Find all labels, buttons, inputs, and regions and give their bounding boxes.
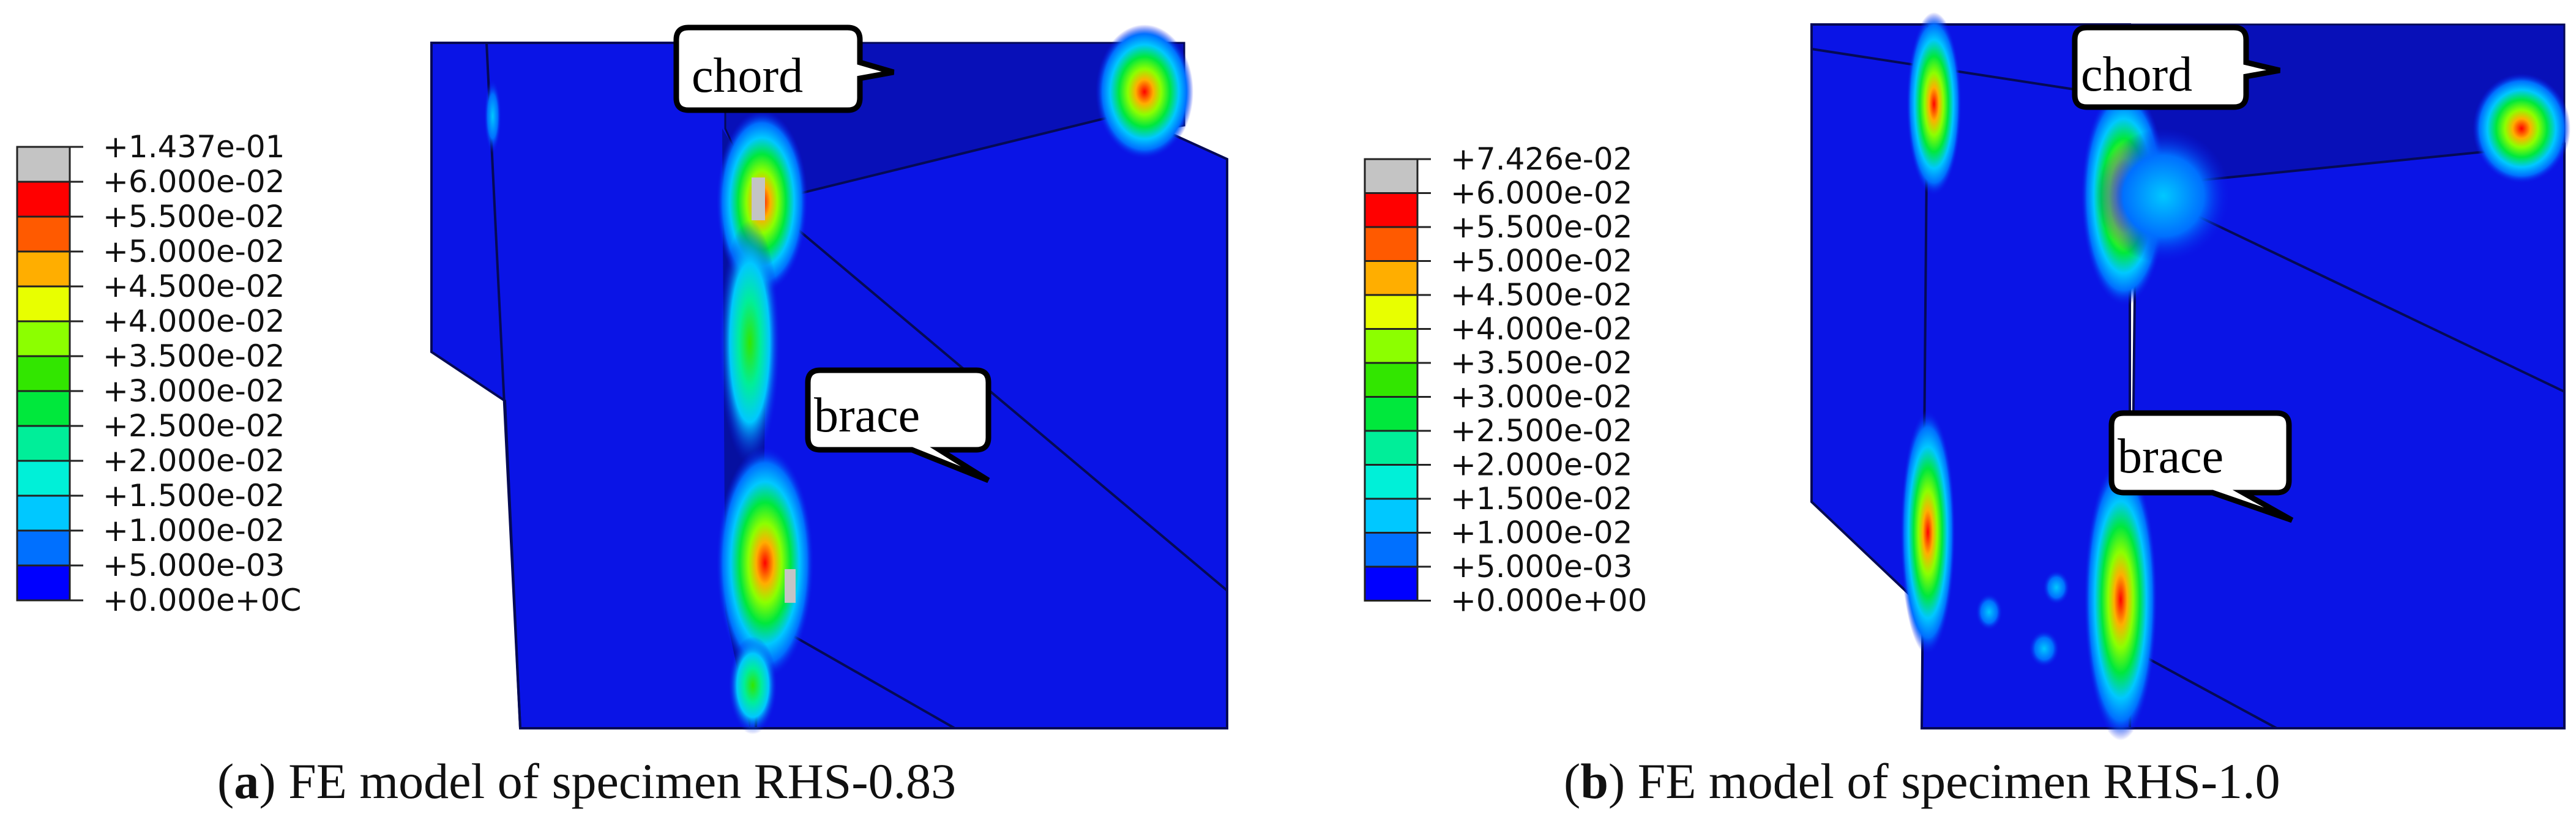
deformed-patch-a2 (785, 569, 796, 603)
legend-swatch (17, 217, 70, 252)
legend-swatch (1365, 532, 1417, 567)
stress-hotspot-a2 (716, 447, 814, 679)
caption-a-letter: a (234, 753, 259, 809)
legend-a: +1.437e-01+6.000e-02+5.500e-02+5.000e-02… (16, 129, 301, 618)
stress-hotspot-b6 (2473, 73, 2570, 184)
legend-label: +3.000e-02 (103, 373, 285, 409)
legend-label: +6.000e-02 (103, 164, 285, 200)
legend-label: +1.000e-02 (103, 513, 285, 548)
legend-label: +4.500e-02 (1450, 277, 1632, 313)
fe-model-b (1810, 12, 2570, 740)
brace-edge-a (764, 201, 1228, 592)
caption-b-letter: b (1580, 753, 1608, 809)
callout-chord-a-label: chord (692, 49, 803, 103)
legend-swatch (1365, 464, 1417, 499)
legend-swatch (17, 321, 70, 356)
fe-model-a (430, 24, 1228, 734)
legend-label: +5.000e-03 (103, 548, 285, 583)
callout-chord-b: chord (2072, 24, 2281, 110)
callout-brace-a-label: brace (814, 389, 920, 442)
legend-swatch (1365, 397, 1417, 431)
legend-label: +2.000e-02 (103, 443, 285, 479)
legend-frame (1364, 158, 1419, 602)
legend-label: +4.500e-02 (103, 269, 285, 304)
legend-label: +3.000e-02 (1450, 379, 1632, 415)
legend-label: +4.000e-02 (1450, 311, 1632, 347)
callout-brace-a: brace (805, 367, 991, 483)
legend-label: +3.500e-02 (103, 338, 285, 374)
chord-left-block-a (430, 42, 767, 729)
legend-label: +2.500e-02 (103, 408, 285, 444)
deformed-patch-a1 (752, 177, 765, 220)
legend-label: +1.500e-02 (1450, 481, 1632, 517)
brace-lower-edge-b (2129, 647, 2277, 729)
caption-b-text: FE model of specimen RHS-1.0 (1637, 753, 2280, 809)
legend-label: +0.000e+0C (103, 583, 301, 618)
legend-swatch (17, 286, 70, 321)
legend-swatch (17, 496, 70, 531)
legend-swatch (1365, 329, 1417, 363)
legend-label: +1.000e-02 (1450, 515, 1632, 551)
callout-brace-b: brace (2108, 410, 2294, 523)
caption-b: (b) FE model of specimen RHS-1.0 (1564, 753, 2280, 809)
callout-chord-b-label: chord (2081, 48, 2192, 102)
legend-label: +1.500e-02 (103, 478, 285, 513)
legend-swatch (17, 391, 70, 426)
legend-label: +3.500e-02 (1450, 345, 1632, 381)
caption-a: (a) FE model of specimen RHS-0.83 (217, 753, 957, 809)
legend-label: +2.000e-02 (1450, 447, 1632, 483)
legend-swatch (1365, 261, 1417, 295)
legend-swatch (1365, 295, 1417, 329)
legend-swatch (1365, 363, 1417, 397)
legend-swatch (1365, 193, 1417, 227)
legend-b: +7.426e-02+6.000e-02+5.500e-02+5.000e-02… (1364, 141, 1647, 619)
legend-swatch (1365, 499, 1417, 533)
stress-hotspot-b5 (2096, 129, 2231, 263)
legend-label: +7.426e-02 (1450, 141, 1632, 177)
legend-swatch (17, 565, 70, 600)
stress-hotspot-a5 (484, 80, 501, 153)
legend-swatch (17, 426, 70, 461)
legend-label: +4.000e-02 (103, 304, 285, 339)
legend-label: +1.437e-01 (103, 129, 285, 165)
legend-swatch (1365, 227, 1417, 261)
caption-a-text: FE model of specimen RHS-0.83 (288, 753, 957, 809)
legend-swatch (17, 461, 70, 496)
callout-chord-a: chord (673, 24, 895, 113)
legend-swatch (17, 182, 70, 217)
legend-label: +5.500e-02 (103, 199, 285, 234)
panel-b: +7.426e-02+6.000e-02+5.500e-02+5.000e-02… (1364, 12, 2570, 740)
stress-hotspot-b2 (1900, 410, 1955, 655)
legend-label: +5.000e-02 (1450, 244, 1632, 279)
legend-swatch (17, 531, 70, 565)
legend-frame (16, 146, 71, 602)
legend-label: +2.500e-02 (1450, 413, 1632, 449)
legend-swatch (17, 356, 70, 391)
stress-hotspot-b7 (1976, 594, 2003, 630)
stress-hotspot-a6 (728, 636, 777, 734)
callout-brace-b-label: brace (2118, 430, 2223, 483)
stress-hotspot-a3 (1096, 24, 1193, 159)
legend-swatch (17, 147, 70, 182)
stress-hotspot-b4 (2084, 459, 2157, 740)
legend-swatch (1365, 431, 1417, 465)
legend-label: +5.000e-02 (103, 234, 285, 269)
stress-hotspot-a4 (719, 220, 780, 465)
legend-swatch (1365, 567, 1417, 601)
stress-hotspot-b1 (1906, 12, 1962, 196)
legend-label: +6.000e-02 (1450, 176, 1632, 211)
legend-label: +5.500e-02 (1450, 209, 1632, 245)
legend-swatch (17, 252, 70, 286)
chord-left-edge-a (485, 42, 521, 729)
panel-a: +1.437e-01+6.000e-02+5.500e-02+5.000e-02… (16, 24, 1228, 734)
stress-hotspot-b9 (2043, 570, 2070, 605)
legend-label: +5.000e-03 (1450, 549, 1632, 584)
legend-swatch (1365, 159, 1417, 193)
legend-label: +0.000e+00 (1450, 583, 1647, 619)
stress-hotspot-b8 (2029, 630, 2059, 667)
